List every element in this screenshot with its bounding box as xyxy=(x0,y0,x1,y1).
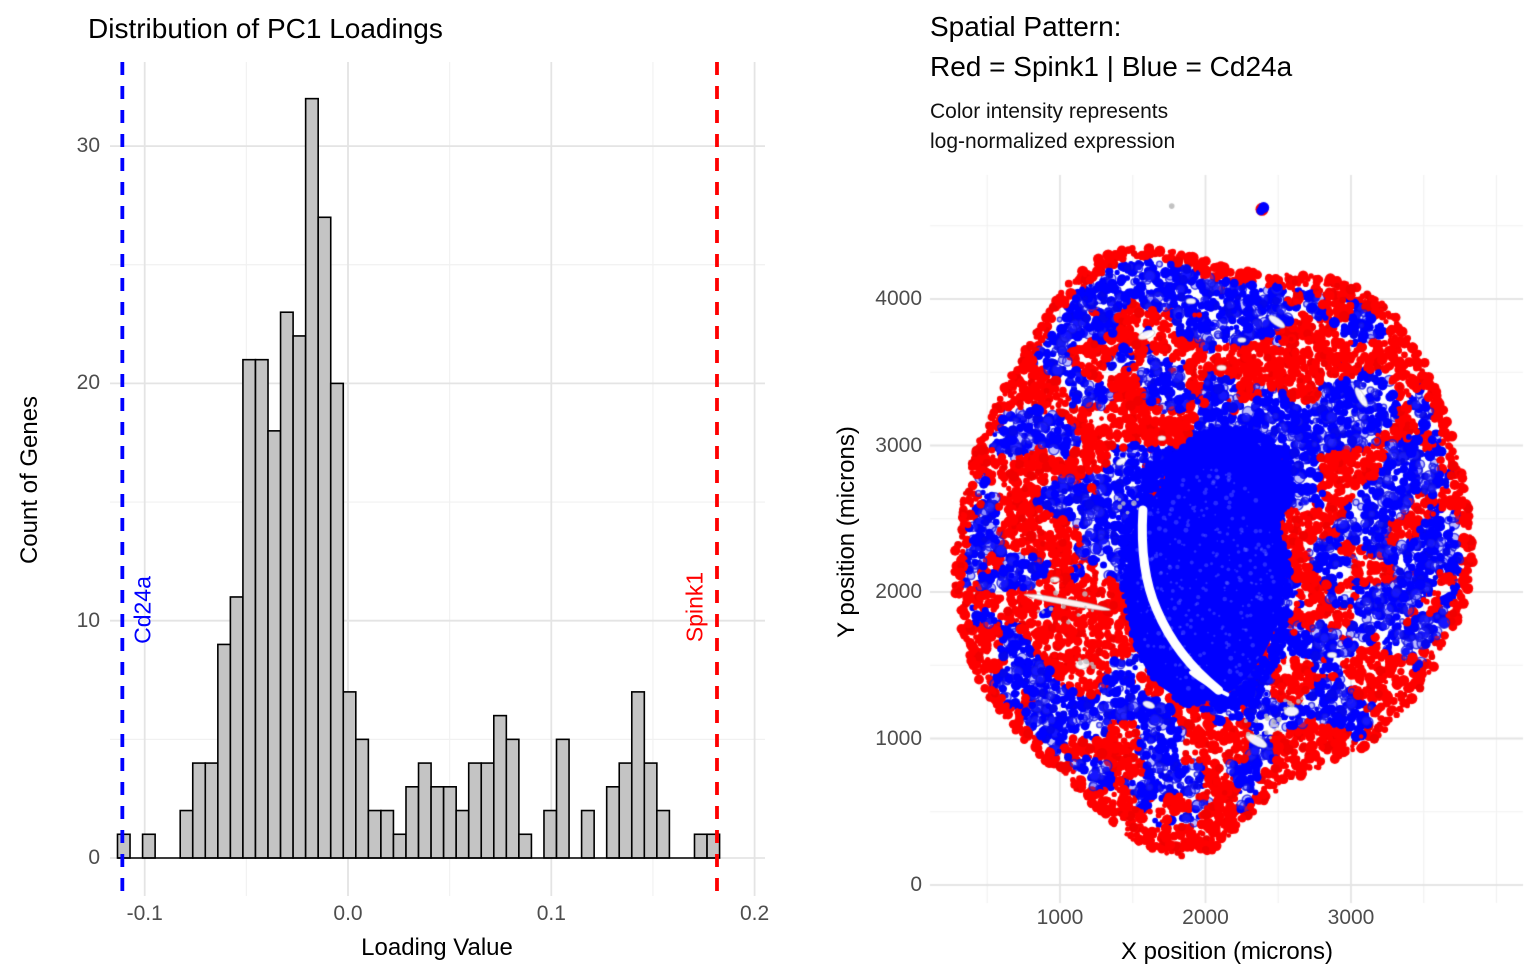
histogram-bar xyxy=(367,809,382,859)
histogram-bar xyxy=(492,714,508,859)
histogram-bar xyxy=(292,335,307,859)
histogram-bar xyxy=(505,738,520,859)
histogram-bar xyxy=(643,762,658,859)
histogram-bar xyxy=(405,786,420,859)
histogram-bar xyxy=(242,358,257,859)
histogram-bar xyxy=(605,786,621,859)
histogram-panel: Distribution of PC1 Loadings Loading Val… xyxy=(16,13,770,961)
left-x-axis-title: Loading Value xyxy=(361,934,513,961)
histogram-bar xyxy=(304,97,319,859)
right-y-tick-label: 3000 xyxy=(875,433,922,457)
histogram-bar xyxy=(580,809,595,859)
right-x-tick-label: 2000 xyxy=(1182,906,1229,929)
left-x-tick-label: 0.2 xyxy=(739,902,770,925)
right-plot-subtitle-line2: log-normalized expression xyxy=(930,130,1176,153)
spink1-vline-label: Spink1 xyxy=(681,571,708,643)
right-plot-subtitle-line1: Color intensity represents xyxy=(930,100,1169,123)
histogram-bar xyxy=(467,762,483,859)
histogram-bar xyxy=(442,786,457,859)
left-y-tick-label: 10 xyxy=(76,608,100,632)
spatial-panel: Spatial Pattern: Red = Spink1 | Blue = C… xyxy=(767,0,1534,980)
left-y-tick-label: 30 xyxy=(76,134,100,158)
left-plot-title: Distribution of PC1 Loadings xyxy=(88,13,443,44)
left-x-tick-label: -0.1 xyxy=(126,902,163,925)
histogram-bar xyxy=(693,833,708,859)
right-plot-title-line2: Red = Spink1 | Blue = Cd24a xyxy=(930,51,1293,82)
histogram-bar xyxy=(618,762,633,859)
histogram-plot-area xyxy=(110,62,765,896)
histogram-bar xyxy=(191,762,207,859)
histogram-bar xyxy=(480,762,495,859)
right-plot-title-line1: Spatial Pattern: xyxy=(930,11,1122,42)
right-y-axis-title: Y position (microns) xyxy=(833,426,860,638)
right-x-tick-label: 1000 xyxy=(1036,906,1084,929)
histogram-bar xyxy=(555,738,570,859)
histogram-bar xyxy=(179,809,194,859)
histogram-bar xyxy=(656,809,671,859)
spatial-scatter-canvas xyxy=(767,0,1534,980)
histogram-bar xyxy=(380,809,395,859)
histogram-bar xyxy=(543,809,558,859)
right-y-tick-label: 2000 xyxy=(875,580,922,603)
right-x-axis-title: X position (microns) xyxy=(1120,938,1334,965)
left-x-tick-label: 0.1 xyxy=(536,902,566,925)
histogram-bar xyxy=(254,358,269,859)
left-y-axis-title: Count of Genes xyxy=(16,395,43,565)
histogram-bar xyxy=(430,786,445,859)
histogram-bar xyxy=(518,833,533,859)
histogram-bar xyxy=(204,762,219,859)
histogram-bar xyxy=(329,382,345,859)
left-y-tick-label: 20 xyxy=(76,371,100,395)
histogram-bar xyxy=(217,643,232,859)
histogram-bar xyxy=(342,691,357,859)
histogram-bar xyxy=(355,738,370,859)
histogram-bar xyxy=(317,216,332,859)
histogram-bar xyxy=(630,691,646,859)
left-x-tick-label: 0.0 xyxy=(333,902,363,925)
right-x-tick-label: 3000 xyxy=(1327,906,1375,929)
cd24a-vline-label: Cd24a xyxy=(129,576,156,644)
right-y-tick-label: 1000 xyxy=(875,726,922,750)
histogram-bar xyxy=(417,762,432,859)
histogram-bar xyxy=(267,430,282,859)
histogram-bar xyxy=(455,809,470,859)
histogram-bar xyxy=(229,596,244,859)
left-y-tick-label: 0 xyxy=(88,846,100,869)
right-y-tick-label: 0 xyxy=(910,873,922,896)
histogram-bar xyxy=(141,833,156,859)
histogram-bar xyxy=(279,311,294,859)
right-y-tick-label: 4000 xyxy=(875,287,922,310)
histogram-bar xyxy=(392,833,407,859)
